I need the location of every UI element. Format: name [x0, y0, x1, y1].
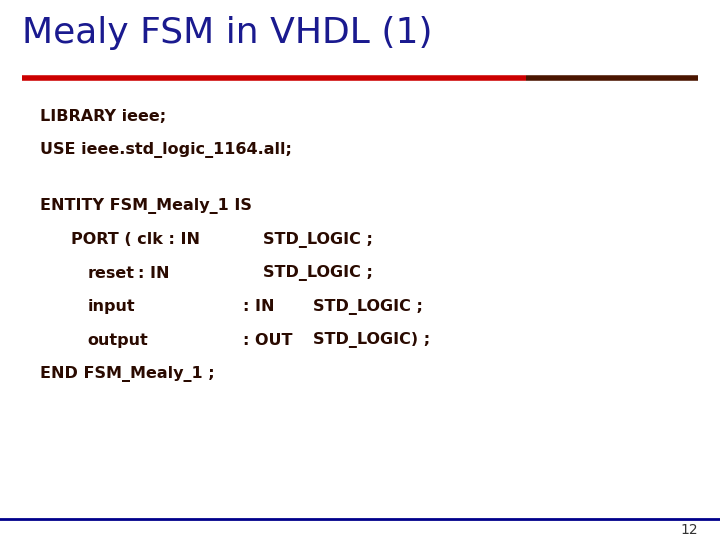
- Text: ENTITY FSM_Mealy_1 IS: ENTITY FSM_Mealy_1 IS: [40, 199, 251, 214]
- Text: : IN: : IN: [138, 266, 170, 281]
- Text: 12: 12: [681, 523, 698, 537]
- Text: PORT ( clk : IN: PORT ( clk : IN: [71, 233, 199, 247]
- Text: STD_LOGIC ;: STD_LOGIC ;: [263, 266, 373, 281]
- Text: USE ieee.std_logic_1164.all;: USE ieee.std_logic_1164.all;: [40, 141, 292, 158]
- Text: : IN: : IN: [243, 300, 275, 314]
- Text: STD_LOGIC ;: STD_LOGIC ;: [313, 299, 423, 315]
- Text: LIBRARY ieee;: LIBRARY ieee;: [40, 109, 166, 124]
- Text: input: input: [88, 300, 135, 314]
- Text: reset: reset: [88, 266, 135, 281]
- Text: Mealy FSM in VHDL (1): Mealy FSM in VHDL (1): [22, 16, 432, 50]
- Text: : OUT: : OUT: [243, 333, 293, 348]
- Text: output: output: [88, 333, 148, 348]
- Text: STD_LOGIC ;: STD_LOGIC ;: [263, 232, 373, 248]
- Text: END FSM_Mealy_1 ;: END FSM_Mealy_1 ;: [40, 366, 215, 382]
- Text: STD_LOGIC) ;: STD_LOGIC) ;: [313, 333, 431, 348]
